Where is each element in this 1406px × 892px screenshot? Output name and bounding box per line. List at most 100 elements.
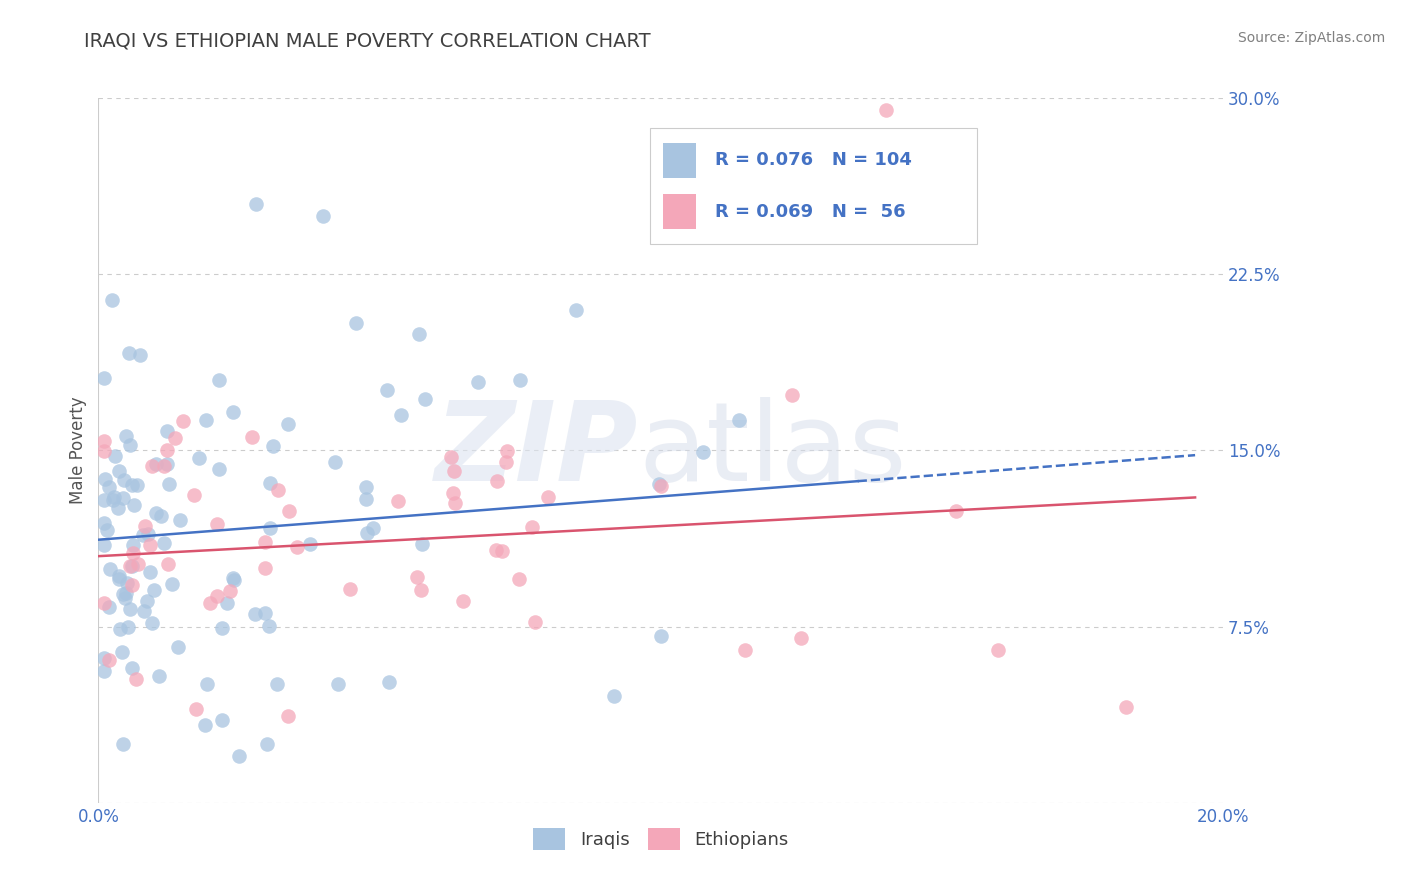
Text: R = 0.076   N = 104: R = 0.076 N = 104 (716, 152, 912, 169)
Point (228, 748, 250, 763)
Point (198, 596, 221, 610)
Point (103, 490, 125, 504)
Point (262, 439, 284, 453)
Point (485, 542, 508, 557)
Point (111, 587, 134, 601)
Point (467, 375, 489, 389)
Point (156, 424, 179, 438)
Point (945, 504, 967, 518)
Point (323, 455, 346, 469)
Point (128, 348, 150, 362)
Point (121, 578, 143, 592)
Point (195, 413, 218, 427)
Point (728, 413, 751, 427)
Point (387, 494, 409, 508)
Point (169, 513, 191, 527)
Point (508, 572, 530, 586)
Point (115, 585, 138, 599)
Point (211, 713, 233, 727)
Point (97, 600, 120, 615)
Point (118, 558, 141, 573)
Point (149, 508, 172, 523)
Point (107, 501, 129, 516)
Point (125, 672, 148, 686)
Point (134, 519, 156, 533)
Point (160, 577, 183, 591)
Point (254, 606, 277, 620)
Point (183, 488, 205, 502)
Point (101, 293, 124, 307)
Point (141, 459, 163, 474)
Point (195, 677, 218, 691)
Point (165, 431, 187, 445)
Point (222, 571, 245, 585)
Point (253, 561, 276, 575)
Point (148, 669, 170, 683)
Point (495, 443, 517, 458)
Point (93, 538, 115, 552)
Point (94, 472, 117, 486)
Point (135, 594, 157, 608)
Point (104, 449, 127, 463)
Point (93, 651, 115, 665)
Point (790, 632, 813, 646)
Point (93, 516, 115, 530)
Point (537, 491, 560, 505)
Point (650, 478, 672, 492)
Point (443, 496, 465, 510)
Point (378, 674, 401, 689)
Point (108, 569, 131, 583)
Point (184, 701, 207, 715)
Point (245, 196, 267, 211)
Point (356, 525, 378, 540)
Text: Source: ZipAtlas.com: Source: ZipAtlas.com (1237, 31, 1385, 45)
Point (125, 478, 148, 492)
Point (509, 373, 531, 387)
Point (408, 326, 430, 341)
Point (312, 209, 335, 223)
Point (780, 387, 803, 401)
Point (259, 521, 281, 535)
Point (157, 477, 180, 491)
Point (108, 573, 131, 587)
Point (354, 491, 377, 506)
Point (565, 302, 588, 317)
Text: ZIP: ZIP (434, 397, 638, 504)
Point (98, 562, 121, 576)
Point (93, 370, 115, 384)
Point (1115, 699, 1137, 714)
Point (254, 534, 277, 549)
Point (240, 430, 263, 444)
Point (145, 506, 167, 520)
Point (287, 540, 309, 554)
Point (96, 523, 118, 537)
Point (139, 538, 162, 552)
Point (222, 405, 245, 419)
Point (875, 103, 897, 117)
Point (440, 450, 463, 464)
Point (603, 689, 626, 703)
Point (650, 629, 672, 643)
Point (208, 462, 231, 476)
Point (141, 615, 163, 630)
Point (298, 537, 321, 551)
Point (93, 596, 115, 610)
Point (277, 708, 299, 723)
Point (121, 660, 143, 674)
Point (277, 503, 299, 517)
Point (692, 445, 714, 459)
Point (93, 444, 115, 458)
Point (411, 582, 433, 597)
Point (132, 604, 155, 618)
Point (389, 408, 412, 422)
Point (219, 583, 242, 598)
Point (257, 619, 280, 633)
Point (987, 643, 1010, 657)
Point (451, 594, 474, 608)
Point (734, 643, 756, 657)
Point (205, 589, 228, 603)
Point (93, 664, 115, 678)
Point (108, 464, 131, 478)
Point (524, 615, 547, 629)
Point (495, 455, 517, 469)
